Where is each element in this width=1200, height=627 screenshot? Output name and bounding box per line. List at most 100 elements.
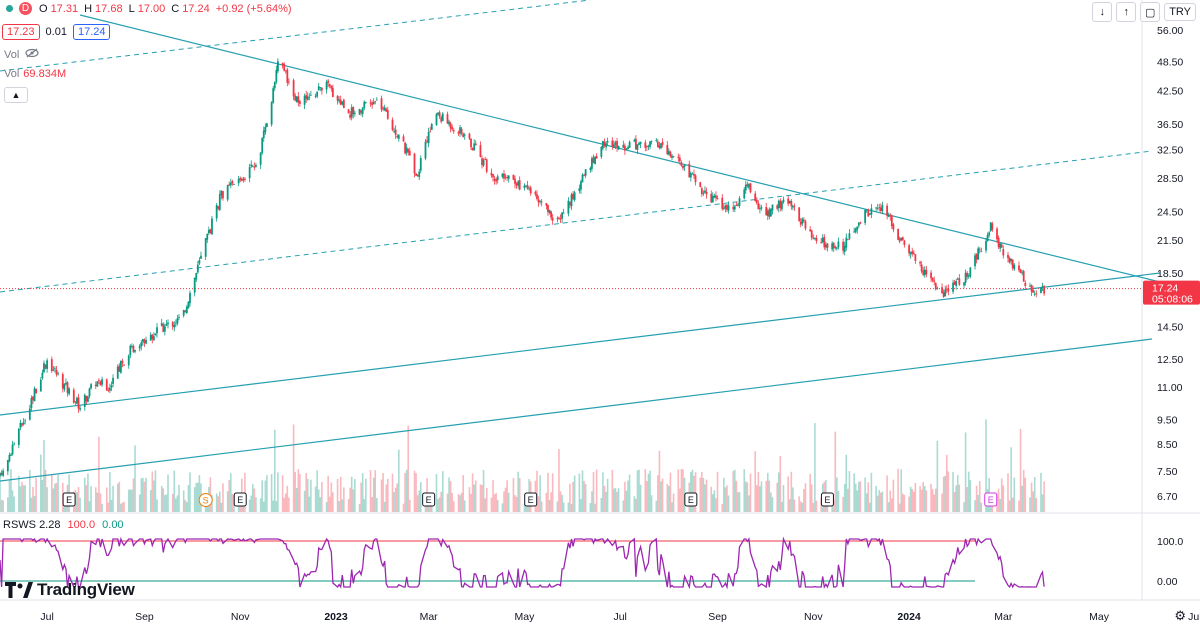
- trendlines: [0, 0, 1161, 482]
- volume-bar: [931, 488, 934, 512]
- volume-bar: [266, 475, 268, 512]
- tradingview-logo-icon: [5, 582, 33, 598]
- candle-body: [1035, 293, 1038, 295]
- volume-bar: [94, 487, 97, 512]
- candle-body: [997, 237, 1000, 247]
- currency-selector[interactable]: TRY: [1164, 3, 1196, 21]
- volume-bar: [1022, 469, 1025, 512]
- volume-bar: [462, 474, 464, 512]
- volume-bar: [655, 500, 658, 512]
- volume-bar: [85, 485, 88, 512]
- volume-bar: [273, 429, 276, 512]
- volume-bar: [628, 474, 631, 512]
- volume-bar: [903, 494, 906, 512]
- scroll-up-button[interactable]: ↑: [1116, 2, 1137, 22]
- volume-bar: [845, 454, 848, 512]
- candle-body: [821, 237, 824, 243]
- volume-bar: [942, 476, 945, 512]
- eye-hidden-icon[interactable]: [25, 48, 39, 61]
- candle-body: [628, 141, 631, 148]
- candle-body: [363, 101, 366, 108]
- volume-bar: [672, 493, 675, 512]
- candle-body: [813, 237, 816, 239]
- volume-bar: [661, 478, 664, 512]
- candle-body: [716, 198, 719, 200]
- candle-body: [418, 171, 421, 178]
- volume-bar: [374, 470, 377, 512]
- volume-bar: [255, 497, 257, 512]
- price-tick-label: 7.50: [1157, 466, 1178, 478]
- candle-body: [209, 229, 212, 234]
- candle-body: [325, 81, 328, 90]
- volume-bar: [79, 497, 81, 512]
- candle-body: [867, 209, 870, 217]
- maximize-button[interactable]: ▢: [1140, 2, 1161, 22]
- candle-body: [174, 323, 177, 325]
- volume-bar: [605, 491, 607, 512]
- volume-bar: [702, 477, 705, 512]
- volume-bar: [105, 487, 108, 512]
- candle-body: [845, 237, 848, 248]
- interval-badge[interactable]: D: [19, 2, 32, 15]
- volume-bar: [369, 470, 372, 512]
- volume-bar: [328, 496, 331, 512]
- candle-body: [39, 379, 42, 392]
- candle-body: [704, 190, 706, 193]
- settings-gear-icon[interactable]: ⚙: [1174, 608, 1186, 623]
- candle-body: [550, 211, 553, 218]
- volume-bar: [919, 486, 921, 512]
- volume-bar: [540, 501, 543, 512]
- volume-bar: [611, 469, 614, 512]
- volume-bar: [448, 477, 450, 512]
- price-axis[interactable]: 56.00 48.50 42.50 36.50 32.50 28.50 24.50 21.50…: [1143, 25, 1200, 503]
- volume-bar: [251, 484, 254, 512]
- candle-body: [10, 454, 12, 456]
- volume-bar: [515, 496, 518, 512]
- volume-bar: [548, 499, 551, 512]
- candle-body: [94, 384, 97, 387]
- volume-bar: [964, 432, 967, 512]
- candle-body: [865, 209, 868, 211]
- candle-body: [909, 252, 912, 255]
- volume-bar: [76, 492, 78, 512]
- volume-bar: [567, 502, 570, 512]
- candle-body: [837, 241, 840, 248]
- candle-body: [105, 379, 108, 391]
- candle-body: [688, 163, 691, 178]
- candle-body: [634, 138, 637, 150]
- scroll-down-button[interactable]: ↓: [1092, 2, 1113, 22]
- candle-body: [471, 148, 474, 151]
- volume-bar: [1024, 477, 1027, 512]
- candle-body: [426, 140, 428, 142]
- candle-body: [19, 422, 22, 428]
- candle-body: [382, 108, 385, 110]
- candle-body: [594, 156, 596, 165]
- candle-body: [1013, 264, 1016, 270]
- candle-body: [616, 140, 618, 148]
- time-tick-label: Nov: [231, 611, 250, 623]
- middle-dashed-channel: [0, 150, 1153, 293]
- time-axis[interactable]: Jul Sep Nov 2023 Mar May Jul Sep Nov 2024 Mar May Ju…: [40, 611, 1200, 623]
- candle-body: [953, 281, 956, 285]
- collapse-legend-button[interactable]: ▲: [4, 87, 28, 103]
- volume-bar: [908, 496, 910, 512]
- price-tick-label: 11.00: [1157, 382, 1183, 394]
- volume-bar: [35, 478, 37, 512]
- ask-button[interactable]: 17.24: [72, 24, 111, 40]
- candle-body: [672, 156, 675, 158]
- volume-bar: [591, 491, 593, 512]
- bid-button[interactable]: 17.23: [2, 24, 40, 40]
- candle-body: [485, 159, 488, 172]
- candle-body: [967, 275, 970, 277]
- volume-bar: [558, 448, 560, 512]
- tradingview-logo[interactable]: TradingView: [5, 580, 135, 600]
- high-value: 17.68: [95, 2, 123, 15]
- candle-body: [215, 204, 218, 219]
- candle-body: [985, 240, 987, 251]
- candlesticks: [0, 58, 1046, 478]
- candle-body: [448, 121, 450, 125]
- volume-bar: [308, 496, 311, 512]
- volume-bar: [958, 484, 961, 512]
- candle-body: [360, 110, 363, 113]
